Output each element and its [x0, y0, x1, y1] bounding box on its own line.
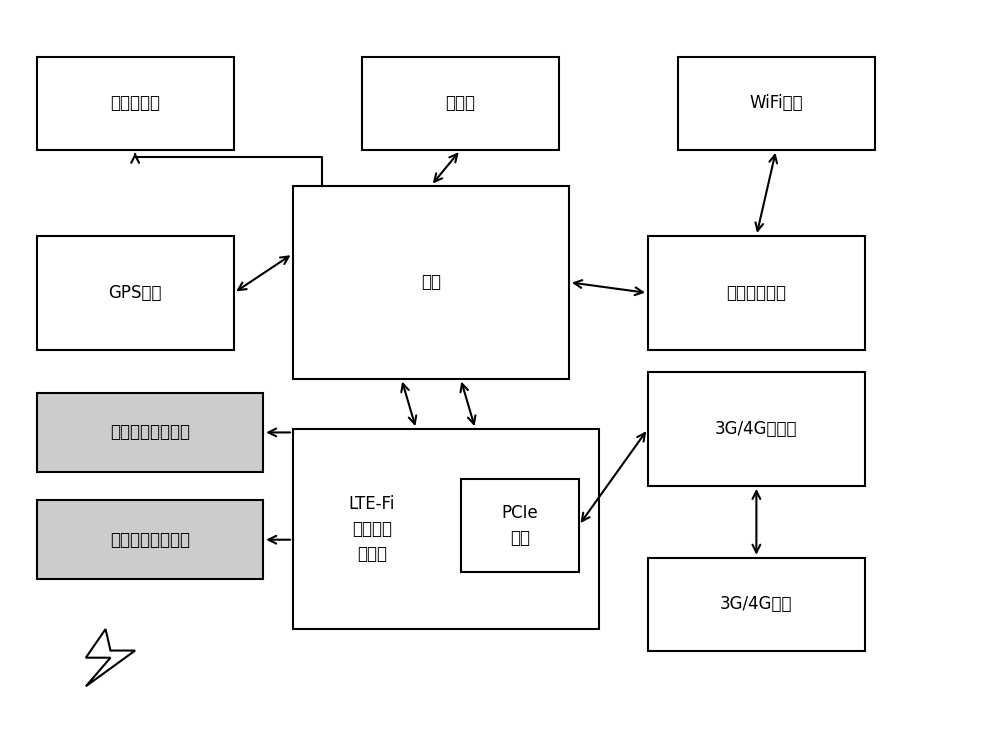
Bar: [37, 57, 234, 150]
Text: 下行无线模块: 下行无线模块: [726, 284, 786, 302]
Bar: [648, 558, 865, 650]
Text: 无线电源接收模块: 无线电源接收模块: [110, 531, 190, 549]
Bar: [648, 235, 865, 350]
Text: 3G/4G天线: 3G/4G天线: [720, 595, 793, 613]
Text: WiFi天线: WiFi天线: [749, 95, 803, 112]
Bar: [648, 372, 865, 486]
Bar: [37, 393, 263, 472]
Bar: [293, 429, 599, 629]
Bar: [37, 235, 234, 350]
Bar: [678, 57, 875, 150]
Bar: [37, 500, 263, 579]
Text: PCIe
插座: PCIe 插座: [501, 504, 538, 547]
Text: 存贮器: 存贮器: [446, 95, 476, 112]
Text: LTE-Fi
模块接口
电路板: LTE-Fi 模块接口 电路板: [349, 495, 395, 563]
Text: 主板: 主板: [421, 273, 441, 292]
Text: 大容量可充电电池: 大容量可充电电池: [110, 424, 190, 442]
Bar: [461, 479, 579, 572]
Bar: [293, 186, 569, 379]
Text: GPS模块: GPS模块: [108, 284, 162, 302]
Text: 以太网接口: 以太网接口: [110, 95, 160, 112]
Bar: [362, 57, 559, 150]
Text: 3G/4G射频卡: 3G/4G射频卡: [715, 420, 798, 438]
